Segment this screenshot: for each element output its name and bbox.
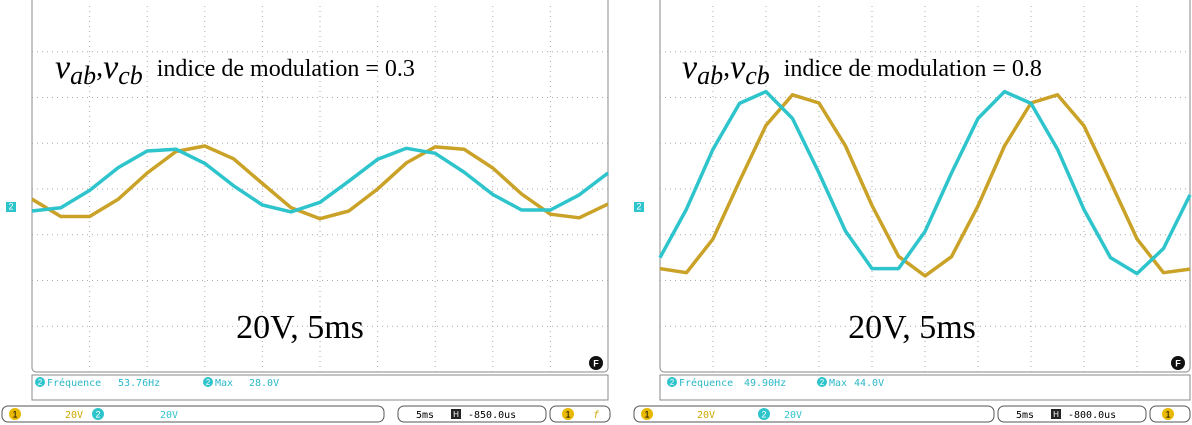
title-part: , <box>723 52 730 83</box>
function-marker: F <box>593 358 599 368</box>
measure-label: Fréquence <box>47 377 101 389</box>
measure-value: 44.0V <box>854 378 884 389</box>
measure-label: Max <box>829 378 847 389</box>
delay-icon: H <box>453 410 459 419</box>
measure-box <box>660 375 1190 400</box>
title-part: v <box>682 49 698 86</box>
delay: -850.0us <box>468 410 516 421</box>
trigger-ch: 1 <box>565 409 570 419</box>
ch2-id: 2 <box>95 409 100 419</box>
measure-value: 49.90Hz <box>744 378 786 389</box>
status-bar <box>634 406 994 422</box>
trigger-box <box>550 406 610 422</box>
title-part: cb <box>118 61 143 90</box>
scale-annotation: 20V, 5ms <box>848 309 976 346</box>
trigger: f <box>593 410 600 421</box>
title-part: ab <box>70 61 96 90</box>
measure-label: Max <box>215 378 233 389</box>
oscilloscope-captures: 2vab,vcbindice de modulation = 0.320V, 5… <box>0 0 1192 425</box>
title-part: , <box>96 52 103 83</box>
delay-icon: H <box>1053 410 1059 419</box>
ch1-id: 1 <box>12 409 17 419</box>
title-part: ab <box>697 61 723 90</box>
ch2-id: 2 <box>761 409 766 419</box>
measure-value: 28.0V <box>249 378 279 389</box>
measure-value: 53.76Hz <box>118 378 160 389</box>
ch1-scale: 20V <box>697 410 715 421</box>
title-part: indice de modulation = 0.3 <box>157 56 415 82</box>
title-part: indice de modulation = 0.8 <box>784 56 1042 82</box>
timebase: 5ms <box>416 410 434 421</box>
title-part: v <box>730 49 746 86</box>
scale-annotation: 20V, 5ms <box>236 309 364 346</box>
ch1-scale: 20V <box>65 410 83 421</box>
function-marker: F <box>1175 358 1181 368</box>
measure-ch: 2 <box>206 378 211 387</box>
title-part: v <box>103 49 119 86</box>
measure-ch: 2 <box>820 378 825 387</box>
ch2-scale: 20V <box>784 410 802 421</box>
channel-marker: 2 <box>636 201 641 211</box>
channel-marker: 2 <box>8 201 13 211</box>
title-part: v <box>55 49 71 86</box>
title-part: cb <box>745 61 770 90</box>
ch2-scale: 20V <box>160 410 178 421</box>
timebase: 5ms <box>1016 410 1034 421</box>
ch1-id: 1 <box>644 409 649 419</box>
measure-ch: 2 <box>38 378 43 387</box>
trigger-ch: 1 <box>1165 409 1170 419</box>
delay: -800.0us <box>1068 410 1116 421</box>
measure-ch: 2 <box>670 378 675 387</box>
status-bar <box>2 406 384 422</box>
measure-label: Fréquence <box>679 377 733 389</box>
